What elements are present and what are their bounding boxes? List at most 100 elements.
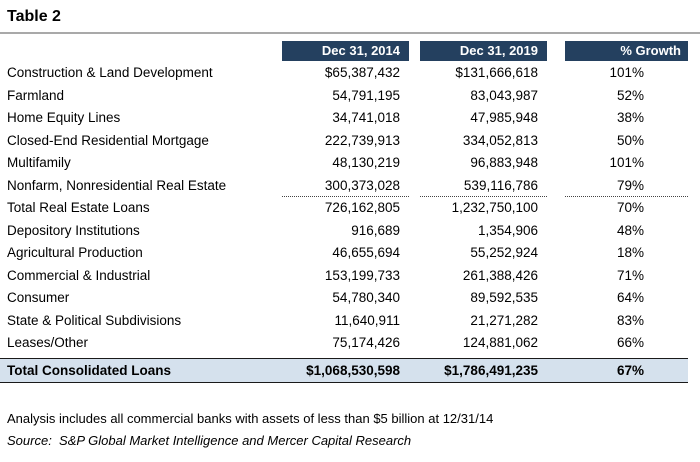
row-label: Closed-End Residential Mortgage [7,132,209,148]
value-2014: 300,373,028 [282,175,409,197]
column-gap [409,265,420,288]
value-2019: 21,271,282 [470,312,538,328]
total-label: Total Consolidated Loans [7,362,172,378]
table-row: Closed-End Residential Mortgage 222,739,… [0,130,688,153]
total-value-2014: $1,068,530,598 [306,362,400,378]
value-2019: 1,354,906 [477,222,538,238]
column-gap [547,130,565,153]
value-growth: 101% [609,155,644,170]
value-growth: 38% [616,110,644,125]
column-gap [547,242,565,265]
value-2014: 54,780,340 [332,290,400,305]
column-header-growth: % Growth [565,41,688,61]
column-gap [409,197,420,220]
column-gap [409,310,420,333]
column-gap [409,332,420,355]
column-gap [409,220,420,243]
value-growth: 18% [616,245,644,260]
row-label: Leases/Other [7,335,89,350]
table-row: Commercial & Industrial 153,199,733 261,… [0,265,688,288]
value-2014: 726,162,805 [324,200,400,215]
table-row: Consumer 54,780,340 89,592,535 64% [0,287,688,310]
column-gap [409,242,420,265]
column-gap [409,41,420,61]
value-2019: 261,388,426 [462,267,538,283]
table-row: Nonfarm, Nonresidential Real Estate 300,… [0,175,688,198]
table-row: Home Equity Lines 34,741,018 47,985,948 … [0,107,688,130]
column-gap [547,197,565,220]
title-divider [0,32,700,34]
value-growth: 79% [565,175,688,197]
column-header-2014: Dec 31, 2014 [282,41,409,61]
column-gap [409,107,420,130]
column-gap [409,85,420,108]
value-2019: 96,883,948 [470,155,538,170]
value-2019: 1,232,750,100 [451,200,538,215]
value-2014: 222,739,913 [324,132,400,148]
row-label: Agricultural Production [7,245,143,260]
row-label: State & Political Subdivisions [7,312,182,328]
value-2019: 334,052,813 [462,132,538,148]
value-2019: 539,116,786 [420,175,547,197]
column-gap [547,265,565,288]
column-header-2019: Dec 31, 2019 [420,41,547,61]
total-value-2019: $1,786,491,235 [444,362,538,378]
column-gap [547,332,565,355]
value-growth: 66% [616,335,644,350]
column-gap [409,62,420,85]
column-gap [547,41,565,61]
total-value-growth: 67% [616,362,644,378]
table-header-row: Dec 31, 2014 Dec 31, 2019 % Growth [0,41,688,61]
column-gap [409,152,420,175]
table-row: State & Political Subdivisions 11,640,91… [0,310,688,333]
value-2019: 83,043,987 [470,87,538,103]
row-label: Multifamily [7,155,71,170]
column-gap [547,287,565,310]
value-growth: 52% [616,87,644,103]
value-growth: 71% [616,267,644,283]
column-gap [547,85,565,108]
row-label: Farmland [7,87,65,103]
total-row: Total Consolidated Loans $1,068,530,598 … [0,357,688,383]
table-row: Multifamily 48,130,219 96,883,948 101% [0,152,688,175]
value-growth: 70% [616,200,644,215]
value-2019: 47,985,948 [470,110,538,125]
column-gap [547,310,565,333]
value-2014: 48,130,219 [332,155,400,170]
row-label: Nonfarm, Nonresidential Real Estate [7,177,227,193]
row-label: Commercial & Industrial [7,267,151,283]
value-2019: 89,592,535 [470,290,538,305]
row-label: Depository Institutions [7,222,140,238]
header-label-spacer [0,41,282,61]
value-growth: 50% [616,132,644,148]
value-2014: 75,174,426 [332,335,400,350]
column-gap [409,287,420,310]
footnote-analysis: Analysis includes all commercial banks w… [7,410,494,426]
table-row: Agricultural Production 46,655,694 55,25… [0,242,688,265]
table-row: Depository Institutions 916,689 1,354,90… [0,220,688,243]
value-2014: 46,655,694 [332,245,400,260]
column-gap [547,62,565,85]
value-growth: 83% [616,312,644,328]
value-2019: 124,881,062 [462,335,538,350]
value-2014: 34,741,018 [332,110,400,125]
column-gap [547,175,565,198]
value-2014: 11,640,911 [334,312,400,328]
value-growth: 48% [616,222,644,238]
column-gap [409,175,420,198]
value-2014: 153,199,733 [324,267,400,283]
column-gap [409,130,420,153]
value-growth: 64% [616,290,644,305]
footnote-source: Source: S&P Global Market Intelligence a… [7,432,412,448]
value-2014: $65,387,432 [324,65,400,80]
table-row: Farmland 54,791,195 83,043,987 52% [0,85,688,108]
table-row: Leases/Other 75,174,426 124,881,062 66% [0,332,688,355]
row-label: Total Real Estate Loans [7,200,150,215]
value-2019: 55,252,924 [470,245,538,260]
row-label: Home Equity Lines [7,110,121,125]
loan-table: Dec 31, 2014 Dec 31, 2019 % Growth Const… [0,41,688,383]
page-title: Table 2 [7,8,61,25]
column-gap [547,359,565,382]
table-body: Construction & Land Development $65,387,… [0,62,688,355]
